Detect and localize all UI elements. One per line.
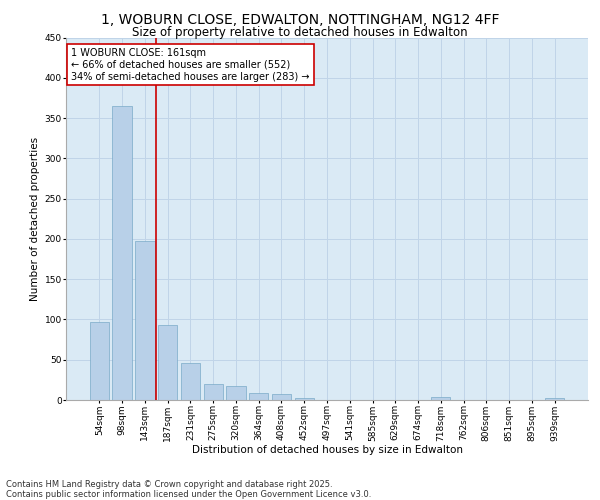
Bar bbox=[295, 398, 314, 400]
Text: 1 WOBURN CLOSE: 161sqm
← 66% of detached houses are smaller (552)
34% of semi-de: 1 WOBURN CLOSE: 161sqm ← 66% of detached… bbox=[71, 48, 310, 82]
Bar bbox=[135, 242, 155, 400]
Text: Size of property relative to detached houses in Edwalton: Size of property relative to detached ho… bbox=[132, 26, 468, 39]
Bar bbox=[545, 398, 564, 400]
X-axis label: Distribution of detached houses by size in Edwalton: Distribution of detached houses by size … bbox=[191, 444, 463, 454]
Bar bbox=[203, 384, 223, 400]
Text: Contains HM Land Registry data © Crown copyright and database right 2025.
Contai: Contains HM Land Registry data © Crown c… bbox=[6, 480, 371, 499]
Bar bbox=[226, 386, 245, 400]
Bar bbox=[272, 394, 291, 400]
Bar bbox=[90, 322, 109, 400]
Bar bbox=[181, 363, 200, 400]
Text: 1, WOBURN CLOSE, EDWALTON, NOTTINGHAM, NG12 4FF: 1, WOBURN CLOSE, EDWALTON, NOTTINGHAM, N… bbox=[101, 12, 499, 26]
Y-axis label: Number of detached properties: Number of detached properties bbox=[31, 136, 40, 301]
Bar bbox=[158, 325, 178, 400]
Bar bbox=[112, 106, 132, 400]
Bar bbox=[249, 393, 268, 400]
Bar bbox=[431, 397, 451, 400]
